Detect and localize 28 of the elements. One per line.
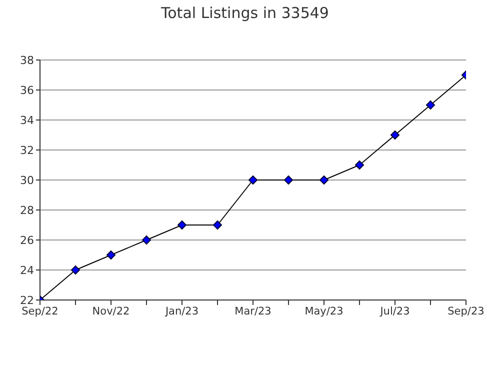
point [178,220,186,230]
x-tick-label: Sep/22 [22,305,58,318]
y-tick-label: 26 [20,234,34,247]
point [320,176,328,184]
x-tick-label: Mar/23 [234,305,272,318]
x-tick-label: Sep/23 [448,305,484,318]
y-tick-label: 30 [20,174,34,187]
point [106,250,116,260]
point [71,266,80,274]
point [355,160,364,170]
y-tick-label: 22 [20,294,34,307]
point [142,236,151,244]
point [426,100,435,110]
y-tick-label: 38 [20,54,34,67]
x-tick-label: Jul/23 [379,305,410,318]
y-tick-label: 28 [20,204,34,217]
x-tick-label: May/23 [304,305,344,318]
point [213,220,222,230]
y-tick-label: 32 [20,144,34,157]
x-tick-label: Jan/23 [164,305,199,318]
point [284,176,293,184]
chart-title: Total Listings in 33549 [160,4,330,22]
y-tick-label: 36 [20,84,34,97]
point [390,130,400,140]
y-tick-label: 24 [20,264,34,277]
point [248,176,258,184]
y-tick-label: 34 [20,114,34,127]
x-tick-label: Nov/22 [92,305,130,318]
